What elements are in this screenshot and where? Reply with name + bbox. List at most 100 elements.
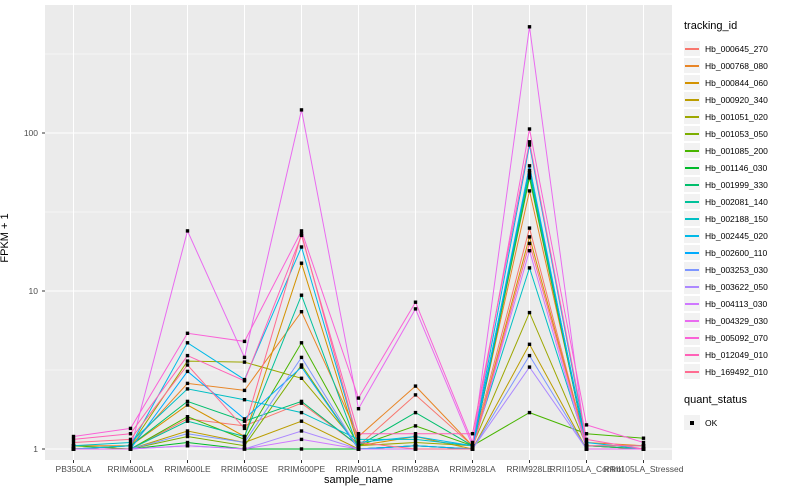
x-tick-label: RRIM600LE [164,464,211,474]
legend-item-label: Hb_003622_050 [705,281,768,292]
legend-line-swatch [685,269,699,271]
legend-item-label: Hb_000645_270 [705,43,768,54]
y-tick-label: 100 [23,128,38,138]
legend-line-swatch [685,65,699,67]
legend-item-label: Hb_001146_030 [705,162,768,173]
data-point [356,440,361,445]
legend-item: Hb_000844_060 [684,74,799,91]
legend-key [684,92,700,107]
data-point [527,226,532,230]
legend-line-swatch [685,235,699,237]
data-point [299,310,304,314]
legend-line-swatch [685,218,699,220]
legend-item: Hb_004113_030 [684,295,799,312]
quant-legend-items: OK [684,414,799,431]
x-axis-title: sample_name [323,474,394,486]
legend-item: Hb_001051_020 [684,108,799,125]
data-point [185,429,190,433]
data-point [527,168,532,173]
data-point [242,388,247,393]
legend-item-label: Hb_002188_150 [705,213,768,224]
legend-key [684,228,700,243]
legend-line-swatch [685,167,699,169]
data-point [242,355,247,360]
data-point [470,444,475,448]
data-point [71,437,76,442]
legend-item-label: Hb_001053_050 [705,128,768,139]
legend-item: Hb_000920_340 [684,91,799,108]
data-point [356,434,361,439]
legend-item: Hb_001146_030 [684,159,799,176]
data-point [641,447,646,451]
data-point [413,384,418,388]
legend-line-swatch [685,184,699,186]
data-point [185,440,190,445]
data-point [413,307,418,311]
legend-key [684,143,700,158]
legend-item-label: Hb_000920_340 [705,94,768,105]
legend-line-swatch [685,48,699,50]
legend-item-label: Hb_169492_010 [705,366,768,377]
data-point [299,232,304,236]
x-tick-label: RRIM928LA [449,464,496,474]
data-point [527,310,532,315]
legend-item-label: Hb_004329_030 [705,315,768,326]
data-point [185,331,190,335]
data-point [299,399,304,404]
data-point [584,447,589,451]
legend-key [684,364,700,379]
legend-item-label: Hb_004113_030 [705,298,768,309]
legend-line-swatch [685,371,699,373]
data-point [356,407,361,411]
data-point [71,440,76,445]
data-point [356,432,361,436]
legend-item-label: Hb_002081_140 [705,196,768,207]
data-point [527,249,532,253]
data-point [413,440,418,445]
legend-item: Hb_000768_080 [684,57,799,74]
data-point [299,410,304,415]
legend-item-label: Hb_001085_200 [705,145,768,156]
data-point [299,365,304,369]
legend-key [684,41,700,56]
legend-title-quant-status: quant_status [684,394,747,406]
data-point [299,261,304,265]
x-tick-label: RRIM600PE [277,464,326,474]
legend-key [684,330,700,345]
data-point [413,437,418,442]
x-tick-label: RRIM928LE [506,464,553,474]
legend-title-tracking-id: tracking_id [684,20,738,32]
data-point [299,341,304,345]
data-point [413,444,418,448]
data-point [299,401,304,405]
data-point [527,176,532,180]
data-point [242,447,247,451]
data-point [641,440,646,445]
legend-item: Hb_004329_030 [684,312,799,329]
legend-item: Hb_003253_030 [684,261,799,278]
data-point [527,353,532,358]
legend-item: Hb_001085_200 [684,142,799,159]
legend-key [684,279,700,294]
legend-item: Hb_005092_070 [684,329,799,346]
legend-key [684,126,700,141]
data-point [299,245,304,249]
legend-line-swatch [685,286,699,288]
x-tick-label: RRIM600LA [107,464,154,474]
data-point [299,293,304,297]
data-point [185,432,190,436]
data-point [242,434,247,439]
data-point [584,432,589,436]
data-point [356,447,361,451]
data-point [128,447,133,451]
data-point [356,444,361,448]
quant-legend-item: OK [684,414,799,431]
legend-item: Hb_002188_150 [684,210,799,227]
data-point [527,25,532,29]
data-point [413,432,418,436]
x-tick-label: RRIM600SE [220,464,269,474]
data-point [299,429,304,433]
legend-item-label: Hb_002600_110 [705,247,768,258]
data-point [71,434,76,439]
data-point [185,353,190,358]
